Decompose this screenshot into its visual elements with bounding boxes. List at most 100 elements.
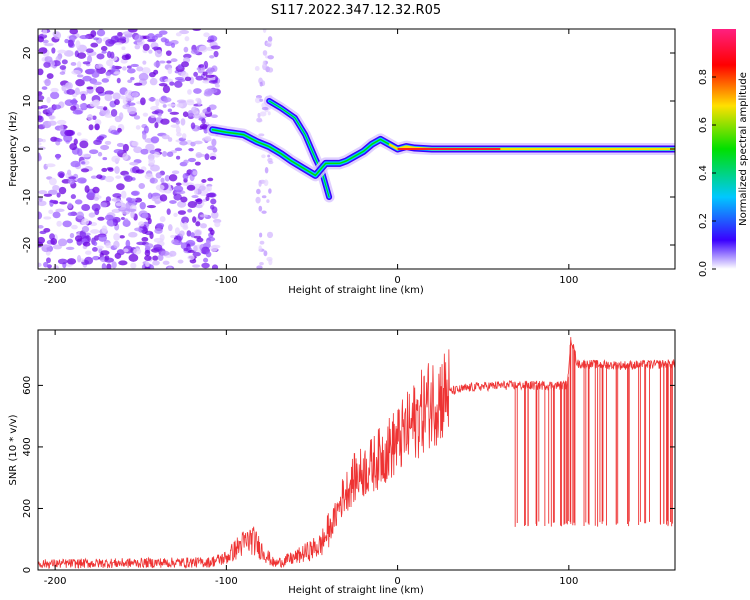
noise-blob: [207, 88, 218, 94]
noise-blob: [267, 157, 273, 163]
noise-blob: [154, 122, 159, 129]
noise-blob: [144, 249, 151, 257]
noise-blob: [175, 182, 182, 186]
noise-blob: [77, 61, 82, 69]
noise-blob: [193, 245, 198, 252]
noise-blob: [192, 216, 197, 223]
noise-blob: [268, 258, 273, 266]
noise-blob: [267, 111, 271, 116]
snr-x-axis: -200 -100 0 100: [44, 330, 578, 587]
noise-blob: [121, 54, 130, 61]
noise-blob: [144, 266, 151, 269]
noise-blob: [146, 33, 156, 41]
noise-blob: [127, 29, 138, 33]
noise-blob: [96, 174, 103, 179]
noise-blob: [180, 71, 189, 78]
noise-blob: [85, 48, 94, 53]
noise-blob: [193, 88, 202, 94]
noise-blob: [94, 123, 100, 131]
noise-blob: [145, 261, 150, 268]
noise-blob: [117, 127, 122, 133]
noise-blob: [203, 32, 210, 38]
noise-blob: [254, 65, 260, 72]
noise-blob: [116, 77, 121, 84]
noise-blob: [177, 210, 187, 215]
noise-blob: [79, 140, 89, 149]
noise-blob: [56, 192, 61, 198]
noise-blob: [92, 255, 100, 261]
noise-blob: [150, 136, 160, 144]
noise-blob: [158, 30, 168, 35]
noise-blob: [147, 39, 157, 43]
noise-blob: [56, 138, 63, 143]
noise-blob: [59, 124, 64, 131]
x-tick-label: 0: [394, 576, 400, 587]
noise-blob: [87, 114, 94, 121]
noise-blob: [183, 159, 189, 164]
noise-blob: [47, 120, 57, 126]
snr-y-label: SNR (10 * v/v): [8, 414, 19, 485]
noise-blob: [80, 168, 90, 173]
noise-blob: [208, 227, 213, 232]
noise-blob: [74, 235, 83, 242]
noise-blob: [190, 122, 196, 130]
noise-blob: [101, 78, 110, 83]
noise-blob: [187, 255, 195, 261]
noise-blob: [202, 79, 211, 84]
noise-blob: [45, 163, 56, 168]
noise-blob: [180, 196, 188, 203]
noise-blob: [159, 216, 166, 223]
y-tick-label: 200: [22, 499, 33, 518]
noise-blob: [173, 185, 184, 193]
noise-blob: [162, 260, 170, 265]
noise-blob: [46, 73, 54, 79]
noise-blob: [175, 155, 181, 160]
snr-panel: -200 -100 0 100 0 200 400 600 Height of straig…: [8, 329, 676, 596]
spectrogram-y-axis: -20 -10 0 10 20: [22, 47, 675, 253]
noise-blob: [114, 42, 123, 46]
noise-blob: [92, 115, 97, 121]
noise-blob: [146, 204, 157, 209]
noise-blob: [112, 216, 121, 223]
noise-blob: [210, 114, 218, 119]
noise-blob: [134, 227, 143, 232]
noise-blob: [205, 251, 212, 258]
spectrogram-marks: [38, 29, 675, 269]
noise-blob: [42, 39, 49, 44]
noise-blob: [161, 134, 170, 140]
noise-blob: [55, 208, 65, 213]
noise-blob: [142, 112, 149, 117]
noise-blob: [165, 50, 172, 56]
noise-blob: [177, 200, 187, 208]
noise-blob: [115, 202, 123, 207]
noise-blob: [195, 221, 201, 227]
noise-blob: [104, 113, 114, 118]
noise-blob: [69, 233, 75, 239]
noise-blob: [81, 218, 90, 226]
noise-blob: [167, 266, 173, 269]
noise-blob: [119, 95, 126, 100]
noise-blob: [173, 193, 182, 201]
figure-title: S117.2022.347.12.32.R05: [271, 3, 441, 18]
y-tick-label: 400: [22, 437, 33, 456]
noise-blob: [61, 59, 68, 65]
noise-blob: [134, 44, 141, 50]
noise-blob: [152, 255, 159, 261]
noise-blob: [122, 152, 129, 160]
noise-blob: [84, 185, 90, 193]
noise-blob: [59, 201, 68, 205]
noise-blob: [76, 255, 82, 263]
noise-blob: [185, 100, 195, 106]
noise-blob: [59, 71, 66, 75]
noise-blob: [76, 211, 84, 220]
noise-blob: [181, 133, 187, 139]
noise-blob: [258, 245, 262, 252]
noise-blob: [148, 158, 156, 165]
noise-blob: [194, 161, 201, 166]
noise-blob: [205, 239, 211, 247]
noise-blob: [162, 104, 167, 108]
noise-blob: [38, 196, 43, 202]
noise-blob: [75, 40, 81, 49]
noise-blob: [167, 67, 173, 75]
noise-blob: [206, 106, 211, 112]
